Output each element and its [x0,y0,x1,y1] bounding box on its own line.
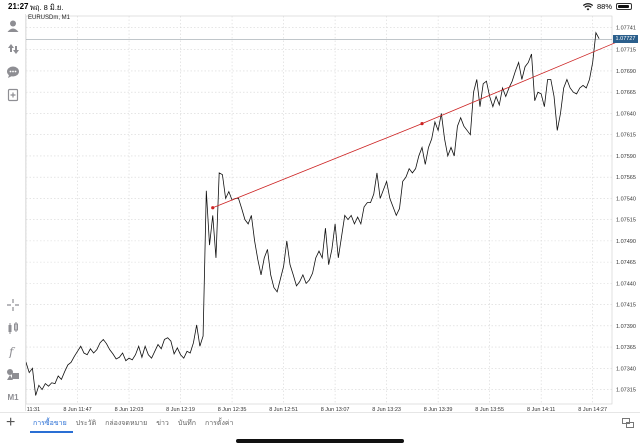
y-tick-label: 1.07365 [616,345,636,351]
y-tick-label: 1.07440 [616,281,636,287]
chart-type-icon[interactable] [5,320,21,336]
tab-settings[interactable]: การตั้งค่า [204,420,234,427]
battery-icon [616,3,632,10]
y-tick-label: 1.07741 [616,26,636,32]
status-right: 88% [582,2,632,11]
status-time: 21:27 [8,2,29,11]
trendline-anchor [211,206,215,210]
x-tick-label: 8 Jun 14:27 [578,407,607,413]
y-tick-label: 1.07690 [616,69,636,75]
status-bar: 21:27 พฤ. 8 มิ.ย. 88% [0,0,640,14]
y-tick-label: 1.07315 [616,388,636,394]
symbol-label: EURUSDm, M1 [28,15,71,21]
indicators-icon[interactable]: f [5,343,21,359]
y-tick-label: 1.07715 [616,48,636,54]
x-tick-label: 8 Jun 12:51 [269,407,298,413]
chat-icon[interactable] [5,64,21,80]
y-tick-label: 1.07515 [616,218,636,224]
tab-mailbox[interactable]: กล่องจดหมาย [105,420,148,427]
wifi-icon [582,2,593,10]
x-tick-label: 8 Jun 11:47 [63,407,91,413]
y-tick-label: 1.07590 [616,154,636,160]
current-price-tag: 1.07727 [613,35,638,43]
tab-journal[interactable]: บันทึก [177,420,196,427]
y-tick-label: 1.07465 [616,260,636,266]
x-tick-label: 8 Jun 12:03 [115,407,144,413]
y-tick-label: 1.07340 [616,366,636,372]
y-tick-label: 1.07615 [616,133,636,139]
trendline [212,38,626,209]
status-date: พฤ. 8 มิ.ย. [30,3,64,12]
trendline-anchor [420,122,424,126]
home-indicator [236,439,404,443]
left-toolbar: f M1 [0,14,26,409]
price-series-line [26,31,600,396]
x-tick-label: 8 Jun 11:31 [26,407,40,413]
price-chart[interactable]: 1.07741 1.07715 1.07690 1.07665 1.07640 1.076… [26,14,640,414]
x-tick-label: 8 Jun 12:35 [218,407,247,413]
y-tick-label: 1.07665 [616,90,636,96]
timeframe-button[interactable]: M1 [7,392,19,402]
bottom-bar: + การซื้อขาย ประวัติ กล่องจดหมาย ข่าว บั… [0,412,640,435]
plot-border [26,15,613,405]
add-icon[interactable]: + [6,414,16,431]
account-icon[interactable] [5,18,21,34]
y-tick-label: 1.07540 [616,196,636,202]
tab-news[interactable]: ข่าว [156,420,169,427]
tab-history[interactable]: ประวัติ [75,420,97,427]
y-tick-label: 1.07490 [616,239,636,245]
y-tick-label: 1.07565 [616,175,636,181]
y-tick-label: 1.07640 [616,111,636,117]
objects-icon[interactable] [5,366,21,382]
svg-text:f: f [8,345,16,358]
y-tick-label: 1.07390 [616,324,636,330]
x-tick-label: 8 Jun 13:39 [424,407,453,413]
tab-trade[interactable]: การซื้อขาย [30,418,73,433]
trade-arrows-icon[interactable] [5,41,21,57]
x-tick-label: 8 Jun 13:07 [321,407,350,413]
y-tick-label: 1.07415 [616,303,636,309]
crosshair-icon[interactable] [5,297,21,313]
x-tick-label: 8 Jun 13:55 [475,407,504,413]
x-tick-label: 8 Jun 13:23 [372,407,401,413]
x-tick-label: 8 Jun 14:11 [527,407,555,413]
new-order-icon[interactable] [5,87,21,103]
bottom-tabs: การซื้อขาย ประวัติ กล่องจดหมาย ข่าว บันท… [30,418,239,433]
battery-percent: 88% [596,2,612,11]
layout-icon[interactable] [622,418,634,428]
x-tick-label: 8 Jun 12:19 [166,407,195,413]
toolbar-divider [25,14,26,411]
